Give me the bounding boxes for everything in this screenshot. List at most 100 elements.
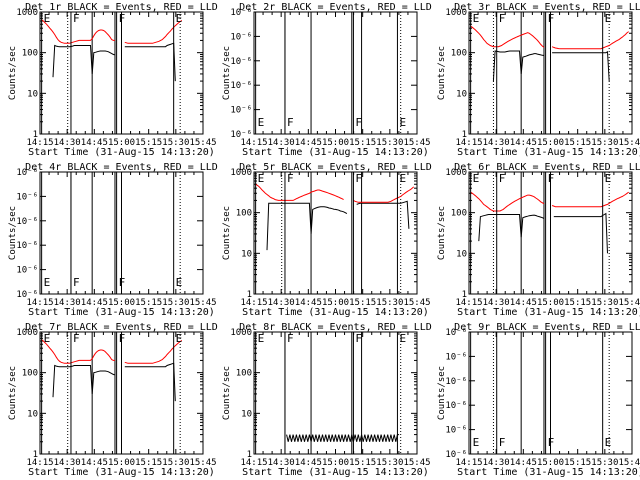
x-tick-label: 15:15 (135, 458, 162, 468)
x-tick-label: 15:30 (376, 298, 403, 308)
y-tick-label: 10⁻⁶ (230, 32, 252, 42)
panel-det-7: Det 7r BLACK = Events, RED = LLD 1 10 100 10… (8, 322, 218, 478)
y-tick-label: 10⁻⁶ (445, 426, 467, 436)
y-tick-label: 10⁻⁶ (445, 450, 467, 460)
x-tick-label: 15:30 (162, 138, 189, 148)
flag-label-e: E (473, 172, 480, 185)
flag-label-f: F (499, 172, 506, 185)
y-axis-label: Counts/sec (222, 366, 232, 420)
y-tick-label: 1 (247, 290, 252, 300)
flag-label-f: F (548, 436, 555, 449)
x-axis-label: Start Time (31-Aug-15 14:13:20) (28, 307, 215, 318)
y-tick-label: 10 (241, 249, 252, 259)
x-tick-label: 15:45 (189, 458, 216, 468)
x-tick-label: 14:15 (26, 458, 53, 468)
flag-label-e: E (399, 332, 406, 345)
flag-label-f: F (287, 172, 294, 185)
y-tick-label: 10⁻⁶ (16, 266, 38, 276)
x-tick-label: 15:15 (349, 298, 376, 308)
y-tick-label: 1 (247, 450, 252, 460)
x-tick-label: 15:15 (349, 458, 376, 468)
flag-label-f: F (287, 116, 294, 129)
x-tick-label: 14:15 (240, 138, 267, 148)
flag-label-f: F (499, 12, 506, 25)
flag-label-f: F (499, 436, 506, 449)
y-tick-label: 10⁻⁶ (230, 81, 252, 91)
panel-det-6: Det 6r BLACK = Events, RED = LLD 1 10 100 10… (437, 162, 640, 318)
panel-det-3: Det 3r BLACK = Events, RED = LLD 1 10 100 10… (437, 2, 640, 158)
y-tick-label: 10 (456, 249, 467, 259)
panel-det-4: Det 4r BLACK = Events, RED = LLD10⁻⁶10⁻⁶… (8, 162, 218, 318)
flag-label-e: E (605, 436, 612, 449)
y-axis-label: Counts/sec (437, 366, 447, 420)
x-tick-label: 14:15 (455, 138, 482, 148)
y-tick-label: 1000 (230, 168, 252, 178)
x-tick-label: 15:45 (189, 138, 216, 148)
y-tick-label: 10⁻⁶ (16, 168, 38, 178)
flag-label-f: F (355, 116, 362, 129)
x-tick-label: 14:30 (483, 138, 510, 148)
y-axis-label: Counts/sec (8, 366, 18, 420)
y-tick-label: 10⁻⁶ (16, 241, 38, 251)
x-tick-label: 14:30 (54, 458, 81, 468)
series-line-events (52, 42, 176, 82)
y-tick-label: 10⁻⁶ (445, 328, 467, 338)
x-tick-label: 14:45 (81, 458, 108, 468)
y-axis-label: Counts/sec (222, 206, 232, 260)
flag-label-e: E (258, 116, 265, 129)
x-tick-label: 15:45 (618, 138, 640, 148)
x-tick-label: 14:45 (295, 458, 322, 468)
x-tick-label: 15:00 (108, 458, 135, 468)
y-tick-label: 10⁻⁶ (230, 106, 252, 116)
x-tick-label: 14:15 (455, 298, 482, 308)
flag-label-e: E (473, 12, 480, 25)
flag-label-e: E (176, 12, 183, 25)
flag-label-f: F (119, 332, 126, 345)
panel-title: Det 1r BLACK = Events, RED = LLD (25, 2, 218, 13)
x-axis-label: Start Time (31-Aug-15 14:13:20) (457, 467, 640, 478)
y-tick-label: 100 (236, 209, 252, 219)
plot-frame (39, 331, 204, 455)
y-tick-label: 10 (27, 89, 38, 99)
x-axis-label: Start Time (31-Aug-15 14:13:20) (28, 467, 215, 478)
x-tick-label: 15:45 (403, 138, 430, 148)
x-tick-label: 15:00 (108, 138, 135, 148)
y-tick-label: 1000 (16, 8, 38, 18)
flag-label-f: F (73, 332, 80, 345)
panel-title: Det 6r BLACK = Events, RED = LLD (454, 162, 640, 173)
flag-label-f: F (287, 332, 294, 345)
y-tick-label: 1 (462, 130, 467, 140)
y-tick-label: 10⁻⁶ (230, 57, 252, 67)
panel-title: Det 4r BLACK = Events, RED = LLD (25, 162, 218, 173)
x-tick-label: 15:15 (564, 138, 591, 148)
x-tick-label: 15:15 (564, 298, 591, 308)
flag-label-e: E (605, 12, 612, 25)
y-tick-label: 10⁻⁶ (16, 217, 38, 227)
x-tick-label: 15:30 (162, 298, 189, 308)
panel-title: Det 7r BLACK = Events, RED = LLD (25, 322, 218, 333)
panel-title: Det 9r BLACK = Events, RED = LLD (454, 322, 640, 333)
x-tick-label: 14:15 (240, 458, 267, 468)
plot-frame (39, 171, 204, 295)
x-axis-label: Start Time (31-Aug-15 14:13:20) (457, 307, 640, 318)
y-tick-label: 1 (33, 450, 38, 460)
y-tick-label: 10⁻⁶ (445, 377, 467, 387)
panel-det-1: Det 1r BLACK = Events, RED = LLD 1 10 100 10… (8, 2, 218, 158)
x-tick-label: 14:15 (455, 458, 482, 468)
flag-label-f: F (73, 12, 80, 25)
y-tick-label: 100 (22, 369, 38, 379)
x-tick-label: 15:15 (564, 458, 591, 468)
panel-title: Det 8r BLACK = Events, RED = LLD (239, 322, 432, 333)
flag-label-e: E (176, 332, 183, 345)
x-tick-label: 15:30 (591, 458, 618, 468)
x-tick-label: 15:45 (618, 298, 640, 308)
x-tick-label: 14:45 (81, 298, 108, 308)
series-line-events (492, 50, 610, 82)
plot-frame (253, 11, 418, 135)
y-tick-label: 10 (456, 89, 467, 99)
x-tick-label: 14:45 (81, 138, 108, 148)
y-axis-label: Counts/sec (222, 46, 232, 100)
x-axis-label: Start Time (31-Aug-15 14:13:20) (28, 147, 215, 158)
plot-frame (253, 331, 418, 455)
x-tick-label: 14:45 (510, 138, 537, 148)
